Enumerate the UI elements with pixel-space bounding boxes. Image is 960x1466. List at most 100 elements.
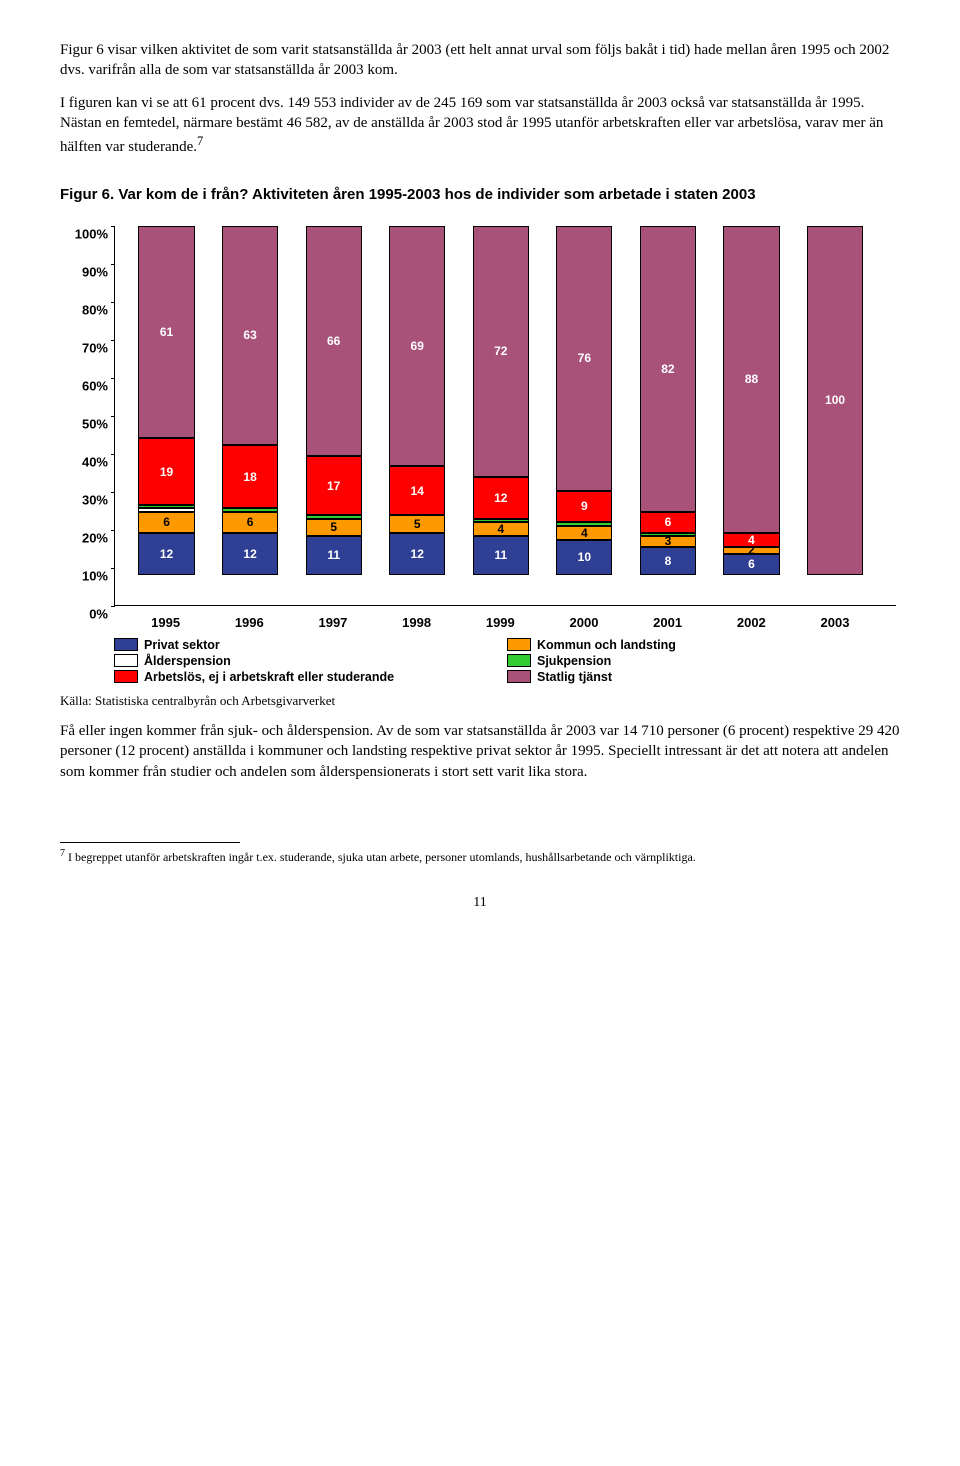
bar-label: 69 (411, 339, 424, 353)
x-axis-label: 1998 (402, 615, 431, 630)
x-axis-label: 2000 (570, 615, 599, 630)
bar-segment-sjuk (306, 515, 362, 518)
legend-swatch (507, 670, 531, 683)
y-axis-label: 40% (60, 454, 108, 469)
footnote-7: 7 I begreppet utanför arbetskraften ingå… (60, 847, 900, 866)
bar-label: 12 (160, 547, 173, 561)
bar-label: 5 (414, 517, 421, 531)
legend-swatch (507, 654, 531, 667)
chart-title: Figur 6. Var kom de i från? Aktiviteten … (60, 185, 900, 205)
bar-column: 11 5 17 66 (306, 226, 362, 575)
x-axis-label: 1997 (318, 615, 347, 630)
plot-area: 1261961126186311517661251469114127210497… (114, 226, 896, 606)
bar-label: 5 (330, 520, 337, 534)
bar-label: 63 (243, 328, 256, 342)
chart-source: Källa: Statistiska centralbyrån och Arbe… (60, 692, 900, 710)
bar-label: 6 (665, 515, 672, 529)
bar-label: 6 (163, 515, 170, 529)
y-axis-label: 10% (60, 568, 108, 583)
legend-item-sjuk: Sjukpension (507, 654, 900, 668)
bar-label: 12 (411, 547, 424, 561)
footnote-ref-7: 7 (197, 134, 203, 148)
footnote-text: I begreppet utanför arbetskraften ingår … (68, 850, 696, 864)
legend-swatch (114, 670, 138, 683)
bar-label: 9 (581, 499, 588, 513)
bar-label: 3 (665, 534, 672, 548)
bar-label: 11 (494, 548, 507, 562)
y-tick (111, 568, 115, 569)
x-axis-label: 2001 (653, 615, 682, 630)
y-axis-label: 20% (60, 530, 108, 545)
y-axis-label: 80% (60, 302, 108, 317)
paragraph-2: I figuren kan vi se att 61 procent dvs. … (60, 93, 900, 158)
bar-label: 10 (578, 550, 591, 564)
y-tick (111, 416, 115, 417)
y-axis-label: 70% (60, 340, 108, 355)
bar-column: 83682 (640, 226, 696, 575)
bar-label: 17 (327, 479, 340, 493)
legend-swatch (114, 638, 138, 651)
y-axis-label: 100% (60, 226, 108, 241)
bar-column: 12 5 14 69 (389, 226, 445, 575)
page-number: 11 (60, 895, 900, 911)
y-tick (111, 492, 115, 493)
bar-label: 18 (243, 470, 256, 484)
bar-label: 4 (748, 533, 755, 547)
x-axis-label: 1995 (151, 615, 180, 630)
y-tick (111, 264, 115, 265)
legend-label: Kommun och landsting (537, 638, 676, 652)
bar-column: 62488 (723, 226, 779, 575)
y-tick (111, 606, 115, 607)
y-axis-label: 60% (60, 378, 108, 393)
bar-column: 100 (807, 226, 863, 575)
bar-segment-sjuk (556, 522, 612, 525)
bar-column: 12 6 19 61 (138, 226, 194, 575)
legend-label: Ålderspension (144, 654, 231, 668)
bar-column: 1141272 (473, 226, 529, 575)
legend-swatch (507, 638, 531, 651)
bar-label: 66 (327, 334, 340, 348)
chart-container: 1261961126186311517661251469114127210497… (60, 226, 900, 684)
bar-label: 12 (243, 547, 256, 561)
bar-label: 19 (160, 465, 173, 479)
y-axis-label: 50% (60, 416, 108, 431)
legend-label: Sjukpension (537, 654, 611, 668)
bar-label: 6 (748, 557, 755, 571)
legend-label: Statlig tjänst (537, 670, 612, 684)
bar-label: 8 (665, 554, 672, 568)
y-axis-label: 0% (60, 606, 108, 621)
y-tick (111, 378, 115, 379)
y-axis-label: 90% (60, 264, 108, 279)
legend-item-alder: Ålderspension (114, 654, 507, 668)
bar-label: 6 (247, 515, 254, 529)
legend-label: Privat sektor (144, 638, 220, 652)
y-tick (111, 340, 115, 341)
x-axis-label: 1999 (486, 615, 515, 630)
x-axis-label: 1996 (235, 615, 264, 630)
legend-swatch (114, 654, 138, 667)
legend-item-kommun: Kommun och landsting (507, 638, 900, 652)
legend-item-statlig: Statlig tjänst (507, 670, 900, 684)
x-axis-label: 2002 (737, 615, 766, 630)
legend-item-arbetslos: Arbetslös, ej i arbetskraft eller studer… (114, 670, 507, 684)
bar-segment-sjuk (640, 533, 696, 536)
chart-legend: Privat sektor Kommun och landsting Åldersp… (114, 638, 900, 684)
footnote-rule (60, 842, 240, 843)
stacked-bar-chart: 1261961126186311517661251469114127210497… (114, 226, 896, 636)
paragraph-1: Figur 6 visar vilken aktivitet de som va… (60, 40, 900, 81)
bar-label: 61 (160, 325, 173, 339)
bar-label: 12 (494, 491, 507, 505)
bar-column: 12 6 18 63 (222, 226, 278, 575)
y-tick (111, 226, 115, 227)
bar-label: 11 (327, 548, 340, 562)
bar-segment-sjuk (473, 519, 529, 522)
bar-segment-sjuk (222, 508, 278, 511)
bar-label: 4 (581, 526, 588, 540)
bar-label: 14 (411, 484, 424, 498)
paragraph-2-text: I figuren kan vi se att 61 procent dvs. … (60, 95, 883, 156)
legend-label: Arbetslös, ej i arbetskraft eller studer… (144, 670, 394, 684)
y-tick (111, 302, 115, 303)
paragraph-3: Få eller ingen kommer från sjuk- och åld… (60, 721, 900, 782)
bar-label: 88 (745, 372, 758, 386)
bar-label: 100 (825, 393, 845, 407)
